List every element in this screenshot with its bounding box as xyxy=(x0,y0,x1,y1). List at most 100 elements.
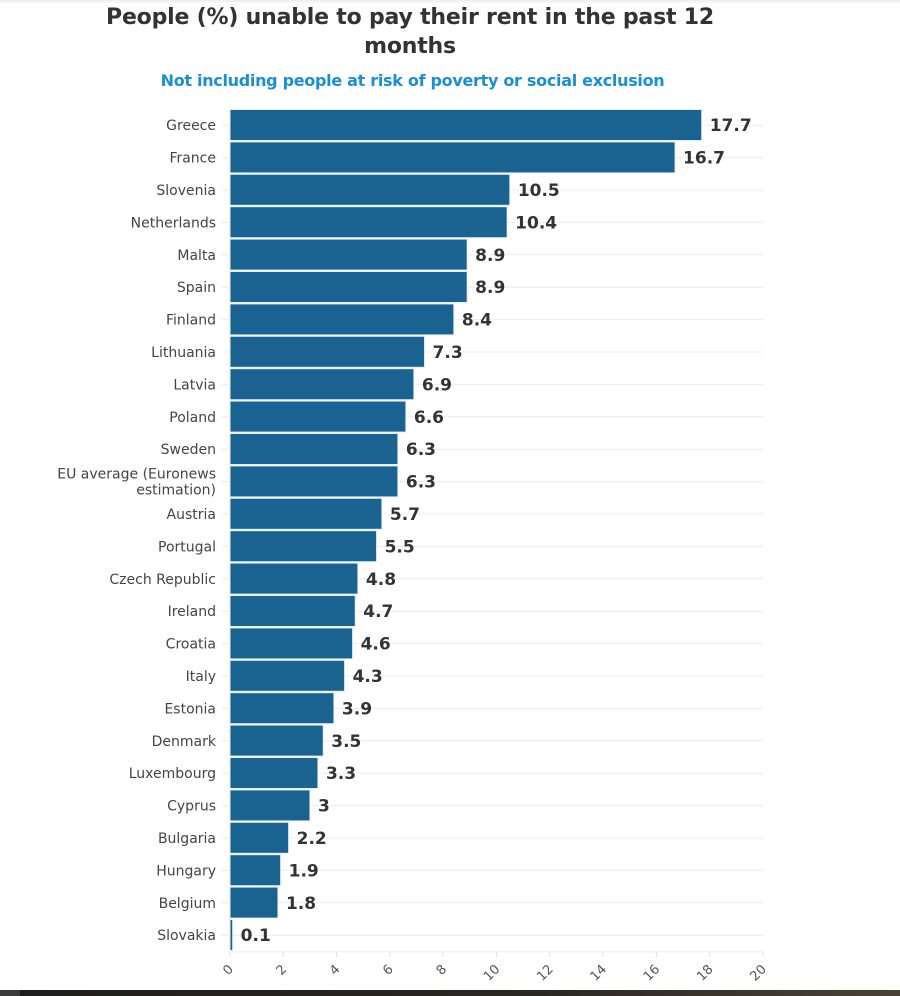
x-tick-label: 18 xyxy=(694,962,716,984)
category-label-line: Finland xyxy=(166,313,216,329)
category-label: Greece xyxy=(166,118,216,134)
bar xyxy=(229,886,279,919)
category-label: Luxembourg xyxy=(129,766,216,782)
value-label: 6.6 xyxy=(414,408,444,428)
bars xyxy=(229,109,703,951)
x-tick-label: 16 xyxy=(641,962,663,984)
category-label-line: France xyxy=(169,151,216,167)
category-label: EU average (Euronews estimation) xyxy=(57,467,216,499)
value-label: 4.6 xyxy=(361,635,391,655)
category-label: Italy xyxy=(186,669,216,685)
bar xyxy=(229,919,234,951)
bar xyxy=(229,497,383,530)
value-label: 8.9 xyxy=(475,246,505,266)
bar xyxy=(229,141,676,174)
bar xyxy=(229,757,319,789)
x-tick-label: 14 xyxy=(588,962,610,984)
category-label: Hungary xyxy=(156,863,216,879)
category-label: Austria xyxy=(167,507,216,523)
bar xyxy=(229,789,311,822)
value-label: 3.5 xyxy=(331,732,361,752)
value-label: 7.3 xyxy=(433,343,463,363)
category-label: Netherlands xyxy=(131,215,216,231)
category-label-line: Malta xyxy=(177,248,216,264)
bar xyxy=(229,530,378,563)
value-label: 8.4 xyxy=(462,311,492,331)
category-label-line: Austria xyxy=(167,507,216,523)
category-label: Sweden xyxy=(161,442,216,458)
category-label: Slovenia xyxy=(156,183,216,199)
category-label-line: Spain xyxy=(177,280,216,296)
category-label: Finland xyxy=(166,313,216,329)
value-label: 4.7 xyxy=(363,602,393,622)
x-tick-label: 10 xyxy=(481,962,503,984)
bar xyxy=(229,433,399,465)
category-label-line: Hungary xyxy=(156,863,216,879)
category-label: Belgium xyxy=(159,896,216,912)
category-label: Spain xyxy=(177,280,216,296)
category-label: France xyxy=(169,151,216,167)
category-label: Latvia xyxy=(173,377,216,393)
x-tick-label: 2 xyxy=(274,962,290,978)
value-label: 1.9 xyxy=(289,861,319,881)
value-label: 3 xyxy=(318,797,330,817)
bar xyxy=(229,400,407,433)
bar xyxy=(229,692,335,725)
bar xyxy=(229,627,354,660)
value-label: 10.4 xyxy=(515,213,557,233)
category-label: Lithuania xyxy=(151,345,216,361)
bar xyxy=(229,368,415,401)
value-label: 5.5 xyxy=(385,537,415,557)
category-label-line: Portugal xyxy=(158,539,216,555)
bar xyxy=(229,854,282,887)
category-label-line: Lithuania xyxy=(151,345,216,361)
bar xyxy=(229,595,356,627)
x-tick-label: 4 xyxy=(327,962,343,978)
value-label: 2.2 xyxy=(297,829,327,849)
category-label-line: Sweden xyxy=(161,442,216,458)
value-label: 5.7 xyxy=(390,505,420,525)
category-label-line: Slovenia xyxy=(156,183,216,199)
category-label: Czech Republic xyxy=(109,572,216,588)
category-label: Portugal xyxy=(158,539,216,555)
category-label: Malta xyxy=(177,248,216,264)
category-label-line: Ireland xyxy=(168,604,216,620)
category-label: Poland xyxy=(169,410,216,426)
taskbar-strip xyxy=(0,990,900,996)
value-labels: 17.7 16.7 10.5 10.4 8.9 8.9 8.4 7.3 6.9 6.6 6.3 6.3… xyxy=(241,116,752,946)
category-label: Croatia xyxy=(166,637,216,653)
bar xyxy=(229,821,290,854)
chart-title: People (%) unable to pay their rent in t… xyxy=(106,5,714,59)
value-label: 6.3 xyxy=(406,440,436,460)
category-label-line: Greece xyxy=(166,118,216,134)
x-tick-label: 0 xyxy=(220,962,236,978)
value-label: 6.9 xyxy=(422,375,452,395)
category-label: Estonia xyxy=(164,701,216,717)
category-label-line: Luxembourg xyxy=(129,766,216,782)
category-label-line: estimation) xyxy=(136,483,216,499)
value-label: 4.8 xyxy=(366,570,396,590)
category-label: Bulgaria xyxy=(158,831,216,847)
bar xyxy=(229,303,455,336)
value-label: 3.3 xyxy=(326,764,356,784)
value-label: 1.8 xyxy=(286,894,316,914)
x-axis: 0 2 4 6 8 10 12 14 16 18 20 xyxy=(220,951,770,984)
value-label: 16.7 xyxy=(683,149,725,169)
category-label-line: Croatia xyxy=(166,637,216,653)
x-tick-label: 6 xyxy=(380,962,396,978)
category-label: Ireland xyxy=(168,604,216,620)
x-tick-label: 20 xyxy=(748,962,770,984)
category-label: Denmark xyxy=(152,734,217,750)
category-label-line: EU average (Euronews xyxy=(57,467,216,483)
bar xyxy=(229,238,468,271)
category-label-line: Latvia xyxy=(173,377,216,393)
category-label-line: Slovakia xyxy=(157,928,216,944)
category-label-line: Italy xyxy=(186,669,216,685)
x-tick-label: 12 xyxy=(534,962,556,984)
category-label-line: Belgium xyxy=(159,896,216,912)
bar xyxy=(229,271,468,303)
category-label: Slovakia xyxy=(157,928,216,944)
category-label-line: Denmark xyxy=(152,734,217,750)
value-label: 3.9 xyxy=(342,699,372,719)
value-label: 17.7 xyxy=(710,116,752,136)
